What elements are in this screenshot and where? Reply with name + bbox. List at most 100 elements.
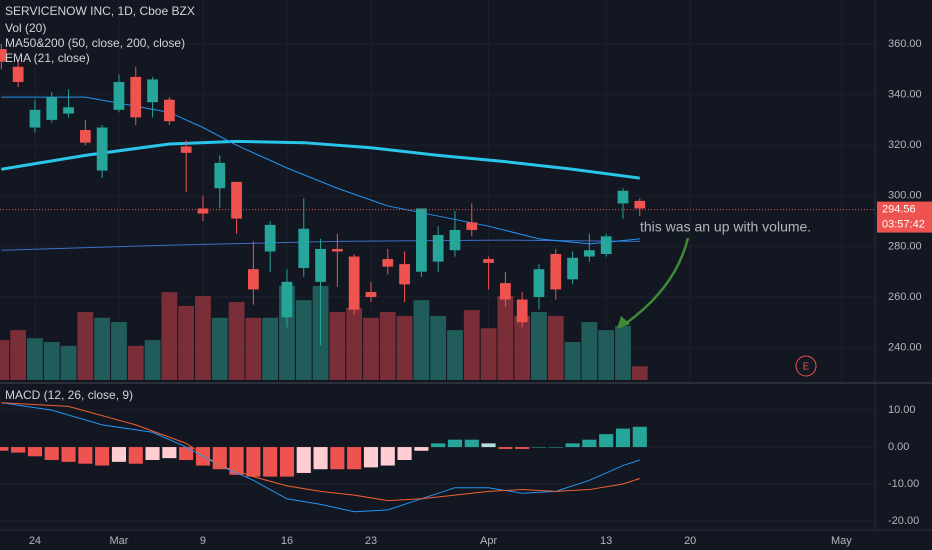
candle-body xyxy=(281,281,293,318)
volume-bar xyxy=(531,312,547,380)
candle-body xyxy=(567,257,578,280)
moving-average xyxy=(1,139,640,180)
histogram-bar xyxy=(296,447,311,473)
candle-body xyxy=(432,235,444,262)
histogram-bar xyxy=(78,447,93,464)
volume-bar xyxy=(262,317,279,380)
histogram-bar xyxy=(95,447,110,466)
volume-bar xyxy=(598,330,615,380)
candle-body xyxy=(600,236,612,255)
candle-body xyxy=(483,259,494,263)
volume-bar xyxy=(43,342,60,380)
histogram-bar xyxy=(313,447,328,470)
volume-bar xyxy=(27,338,43,380)
candle-body xyxy=(197,208,209,214)
histogram-bar xyxy=(548,447,563,448)
histogram-bar xyxy=(363,447,379,468)
candle-body xyxy=(315,248,326,282)
volume-bar xyxy=(631,366,648,380)
histogram-bar xyxy=(565,443,580,448)
legend-entry: EMA (21, close) xyxy=(5,51,90,65)
volume-bar xyxy=(480,328,497,380)
candle-body xyxy=(264,224,276,252)
price-pane xyxy=(0,44,875,380)
histogram-bar xyxy=(414,447,429,451)
histogram-bar xyxy=(447,439,463,448)
candle-body xyxy=(96,127,108,171)
histogram-bar xyxy=(27,447,43,457)
volume-bar xyxy=(514,315,531,380)
y-tick-label: -20.00 xyxy=(888,515,919,527)
candle-body xyxy=(516,299,528,323)
price-label-box xyxy=(877,201,932,233)
candle-body xyxy=(180,146,192,153)
volume-bar xyxy=(497,295,514,380)
histogram-bar xyxy=(615,428,631,448)
candle-body xyxy=(617,190,629,204)
candle-body xyxy=(63,107,74,114)
arrow-head xyxy=(617,316,630,329)
candle-body xyxy=(247,269,259,290)
candle-body xyxy=(500,283,511,300)
candle-body xyxy=(550,254,562,290)
x-tick-label: May xyxy=(831,535,852,547)
y-tick-label: 260.00 xyxy=(888,291,922,303)
volume-bar xyxy=(211,317,228,380)
candle-body xyxy=(147,79,158,103)
candle-body xyxy=(382,259,394,267)
candle-body xyxy=(365,291,377,298)
volume-bar xyxy=(379,312,396,380)
legend-entry: MA50&200 (50, close, 200, close) xyxy=(5,36,185,50)
legend-entry: MACD (12, 26, close, 9) xyxy=(5,388,133,402)
candle-body xyxy=(231,181,242,219)
legend-entry: Vol (20) xyxy=(5,21,46,35)
x-tick-label: 20 xyxy=(684,535,696,547)
histogram-bar xyxy=(380,447,395,466)
y-tick-label: -10.00 xyxy=(888,478,919,490)
histogram-bar xyxy=(162,447,177,459)
candle-body xyxy=(466,222,478,230)
volume-bar xyxy=(547,315,564,380)
volume-bar xyxy=(228,302,245,380)
volume-bar xyxy=(363,317,379,380)
y-tick-label: 240.00 xyxy=(888,342,922,354)
event-label: E xyxy=(803,362,810,373)
axes: 360.00340.00320.00300.00280.00260.00240.… xyxy=(29,38,932,547)
y-tick-label: 280.00 xyxy=(888,240,922,252)
candle-body xyxy=(584,250,595,257)
candle-body xyxy=(331,248,343,252)
candle-body xyxy=(163,99,175,122)
candle-body xyxy=(12,66,24,82)
candle-body xyxy=(79,130,91,143)
histogram-bar xyxy=(111,447,127,462)
histogram-bar xyxy=(279,447,295,477)
candle-body xyxy=(533,269,545,298)
event-marker[interactable] xyxy=(795,355,817,377)
histogram-bar xyxy=(515,447,530,449)
volume-bar xyxy=(195,295,211,380)
volume-bar xyxy=(329,312,346,380)
volume-bar xyxy=(77,312,94,380)
candle-body xyxy=(634,200,646,209)
candle-body xyxy=(449,229,461,251)
candle-body xyxy=(46,97,58,120)
x-tick-label: Apr xyxy=(480,535,497,547)
macd-pane xyxy=(0,402,875,522)
price-label: 294.56 xyxy=(882,203,916,215)
x-tick-label: 13 xyxy=(600,535,612,547)
x-tick-label: 23 xyxy=(365,535,377,547)
volume-bar xyxy=(94,317,111,380)
volume-bar xyxy=(245,317,262,380)
candle-body xyxy=(399,264,410,285)
histogram-bar xyxy=(397,447,412,460)
signal-line xyxy=(1,402,640,502)
candle-body xyxy=(29,109,41,128)
candle-body xyxy=(130,76,142,118)
chart-title: SERVICENOW INC, 1D, Cboe BZX xyxy=(5,4,195,18)
y-tick-label: 300.00 xyxy=(888,190,922,202)
x-tick-label: 16 xyxy=(281,535,293,547)
histogram-bar xyxy=(179,447,194,460)
histogram-bar xyxy=(246,447,261,477)
volume-bar xyxy=(447,330,463,380)
